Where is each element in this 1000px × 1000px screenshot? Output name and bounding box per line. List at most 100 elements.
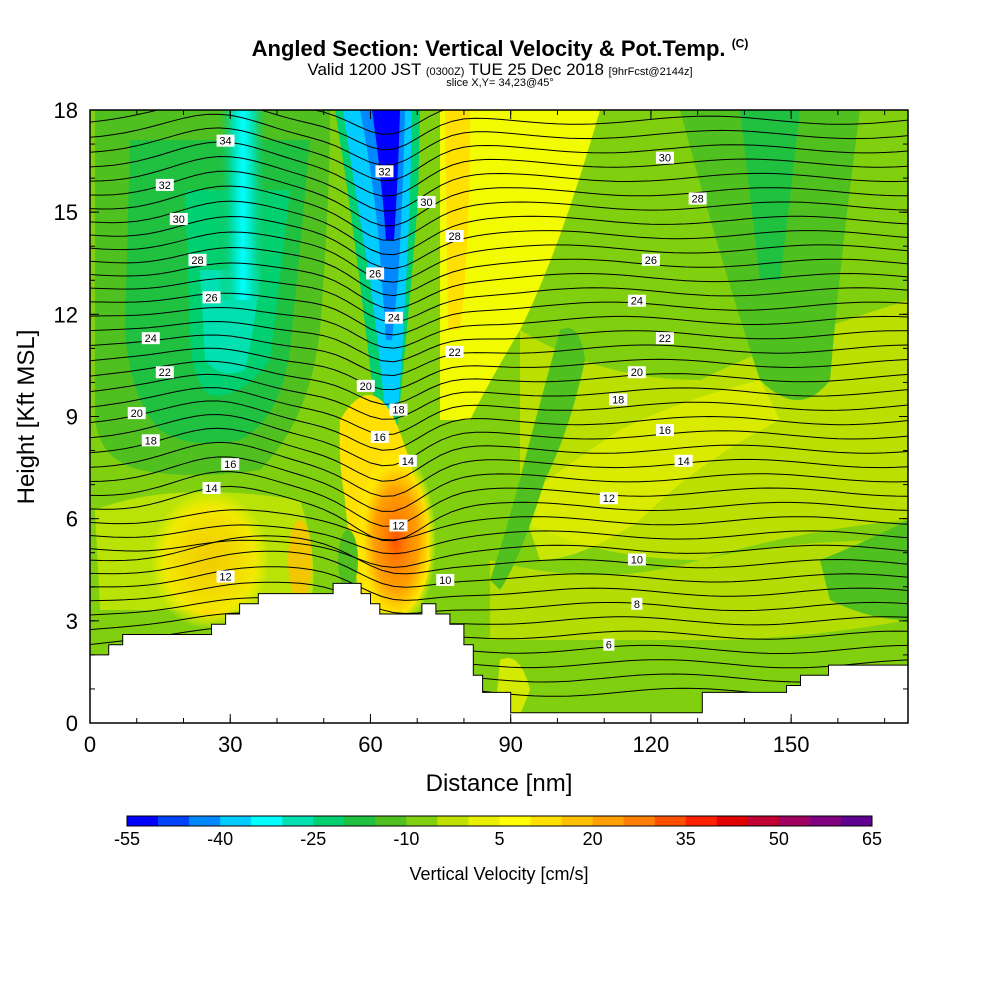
svg-text:24: 24	[145, 333, 157, 345]
contour-label: 12	[216, 570, 235, 584]
svg-text:8: 8	[634, 599, 640, 611]
svg-text:34: 34	[219, 136, 231, 148]
colorbar-tick-label: -25	[300, 829, 326, 849]
svg-text:20: 20	[131, 408, 143, 420]
colorbar-swatch	[499, 816, 531, 826]
svg-text:28: 28	[692, 194, 704, 206]
contour-label: 34	[216, 134, 235, 148]
colorbar-frame	[126, 815, 873, 827]
contour-label: 28	[188, 253, 207, 267]
svg-text:18: 18	[145, 435, 157, 447]
y-tick-label: 12	[54, 302, 78, 327]
colorbar-swatch	[406, 816, 438, 826]
contour-label: 6	[603, 638, 615, 652]
valid-utc: (0300Z)	[425, 66, 465, 78]
contour-label: 10	[627, 553, 646, 567]
x-tick-label: 0	[84, 732, 96, 757]
isentrope-line	[90, 185, 908, 241]
chart-subtitle: Valid 1200 JST (0300Z) TUE 25 Dec 2018 […	[0, 60, 1000, 80]
chart-title-text: Angled Section: Vertical Velocity & Pot.…	[251, 36, 726, 61]
colorbar-swatch	[375, 816, 407, 826]
colorbar-swatch	[468, 816, 500, 826]
isentrope-line	[90, 566, 908, 601]
contour-label: 32	[155, 178, 174, 192]
isentrope-line	[90, 262, 908, 310]
svg-text:12: 12	[603, 493, 615, 505]
colorbar-tick-label: 20	[583, 829, 603, 849]
contour-label: 14	[202, 482, 221, 495]
x-tick-label: 120	[633, 732, 670, 757]
y-tick-label: 15	[54, 200, 78, 225]
contour-label: 14	[398, 454, 417, 468]
chart-title-suffix: (C)	[731, 36, 749, 51]
contour-label: 30	[655, 151, 674, 165]
svg-text:32: 32	[378, 166, 390, 178]
velocity-band-east-lower-yellowgreen	[490, 540, 908, 640]
slice-info: slice X,Y= 34,23@45°	[446, 77, 554, 89]
svg-text:16: 16	[374, 432, 386, 444]
svg-text:14: 14	[402, 456, 414, 468]
contour-label: 26	[641, 253, 660, 267]
colorbar-swatch	[592, 816, 625, 826]
isentrope-line	[90, 400, 908, 451]
isentrope-line	[90, 539, 908, 568]
isentrope-line	[90, 127, 908, 182]
velocity-band-far-east-green2	[740, 110, 800, 280]
isentrope-line	[90, 550, 908, 588]
isentrope-line	[90, 306, 908, 349]
contour-label: 24	[384, 311, 403, 325]
svg-text:18: 18	[612, 394, 624, 406]
contour-label: 26	[366, 267, 385, 280]
contour-label: 12	[599, 492, 618, 505]
forecast-info: [9hrFcst@2144z]	[608, 66, 693, 78]
colorbar-tick-label: 65	[862, 829, 882, 849]
y-axis: 0 3 6 9 12 15 18	[54, 98, 908, 736]
isentrope-line	[90, 485, 908, 542]
isentrope-line	[90, 597, 908, 628]
colorbar: -55 -40 -25 -10 5 20 35 50 65	[114, 815, 882, 849]
y-tick-label: 3	[66, 609, 78, 634]
isentrope-line	[90, 110, 908, 151]
colorbar-tick-label: 5	[494, 829, 504, 849]
isentrope-line	[90, 334, 908, 377]
velocity-updraft-small	[288, 520, 312, 600]
y-tick-label: 6	[66, 507, 78, 532]
contour-label: 10	[436, 573, 455, 587]
isentrope-line	[90, 373, 908, 420]
y-axis-label: Height [Kft MSL]	[13, 330, 40, 505]
isentrope-line	[90, 320, 908, 363]
isentrope-line	[90, 200, 908, 256]
isentrope-line	[90, 509, 908, 541]
svg-text:28: 28	[191, 255, 203, 267]
colorbar-swatch	[716, 816, 749, 826]
isentrope-line	[90, 277, 908, 323]
svg-text:12: 12	[219, 572, 231, 584]
svg-text:16: 16	[224, 459, 236, 471]
colorbar-swatch	[220, 816, 252, 826]
contour-label: 24	[141, 332, 160, 345]
svg-text:24: 24	[388, 313, 400, 325]
isentrope-line	[90, 413, 908, 467]
isentrope-line	[90, 231, 908, 283]
velocity-band-east-upper-yellow	[440, 110, 600, 420]
svg-text:18: 18	[392, 405, 404, 417]
svg-text:22: 22	[659, 333, 671, 345]
potential-temperature-contours	[90, 110, 908, 698]
isentrope-line	[90, 347, 908, 391]
isentrope-line	[90, 360, 908, 405]
contour-label: 18	[389, 403, 408, 417]
y-tick-label: 9	[66, 405, 78, 430]
isentrope-line	[90, 215, 908, 270]
colorbar-swatch	[778, 816, 811, 826]
colorbar-swatch	[313, 816, 345, 826]
svg-text:24: 24	[631, 296, 643, 308]
contour-label: 8	[631, 597, 643, 611]
chart-title: Angled Section: Vertical Velocity & Pot.…	[0, 36, 1000, 62]
colorbar-label: Vertical Velocity [cm/s]	[409, 864, 588, 884]
isentrope-line	[90, 456, 908, 512]
x-tick-label: 150	[773, 732, 810, 757]
colorbar-swatch	[809, 816, 842, 826]
svg-text:14: 14	[678, 456, 690, 468]
y-tick-label: 18	[54, 98, 78, 123]
